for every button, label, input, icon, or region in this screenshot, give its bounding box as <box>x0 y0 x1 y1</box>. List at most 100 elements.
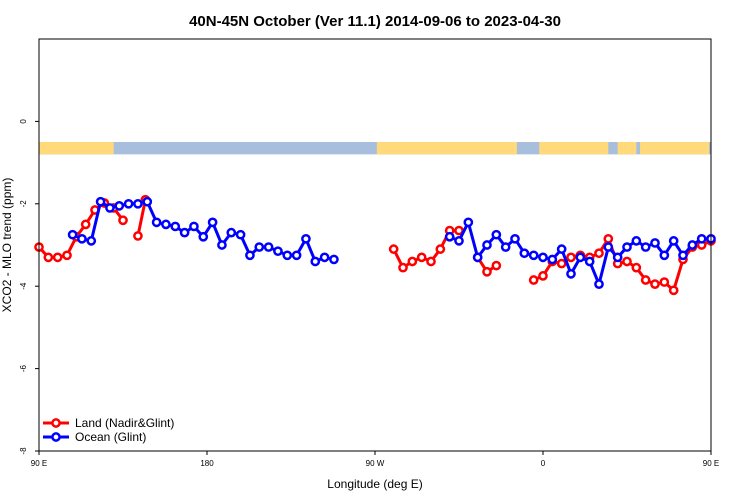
data-point <box>650 279 660 289</box>
data-point <box>105 203 115 213</box>
data-point <box>584 256 595 267</box>
data-point <box>668 285 679 296</box>
data-point <box>416 252 427 263</box>
data-point <box>528 250 539 261</box>
y-axis: 0 -2 -4 -6 -8 <box>19 119 39 455</box>
data-point <box>622 256 632 267</box>
legend: Land (Nadir&Glint)Ocean (Glint) <box>43 416 174 444</box>
legend-label: Ocean (Glint) <box>75 430 146 444</box>
data-point <box>594 248 604 259</box>
ocean-band <box>39 142 711 155</box>
data-point <box>696 233 707 244</box>
data-point <box>668 236 679 246</box>
land-span <box>376 142 517 155</box>
data-point <box>491 260 502 271</box>
data-point <box>123 198 134 209</box>
data-point <box>491 229 502 240</box>
data-point <box>170 221 181 232</box>
legend-label: Land (Nadir&Glint) <box>75 416 174 430</box>
data-point <box>198 231 209 242</box>
data-point <box>650 238 660 248</box>
data-point <box>510 233 520 244</box>
data-point <box>482 240 492 250</box>
data-point <box>472 252 483 263</box>
data-point <box>133 198 143 209</box>
data-point <box>235 229 246 240</box>
y-tick-label: 0 <box>19 119 28 124</box>
data-point <box>226 227 237 238</box>
data-point <box>407 256 418 267</box>
data-point <box>398 262 408 273</box>
data-point <box>556 244 567 254</box>
data-point <box>388 244 399 254</box>
x-axis-label: Longitude (deg E) <box>327 477 422 491</box>
data-point <box>678 250 688 261</box>
data-point <box>528 275 539 285</box>
data-point <box>603 233 614 244</box>
data-point <box>43 252 54 263</box>
land-span <box>39 142 114 155</box>
x-tick-label: 0 <box>541 459 546 468</box>
x-tick-label: 180 <box>200 459 214 468</box>
land-span <box>640 142 710 155</box>
data-point <box>519 248 530 259</box>
data-point <box>566 252 576 263</box>
data-point <box>161 219 171 230</box>
data-point <box>319 252 330 263</box>
data-point <box>329 254 339 265</box>
data-point <box>62 250 72 261</box>
data-point <box>217 240 227 250</box>
data-point <box>86 236 97 246</box>
data-point <box>538 271 548 281</box>
data-point <box>622 242 632 252</box>
data-point <box>556 258 567 269</box>
data-point <box>631 262 642 273</box>
legend-marker <box>51 432 61 442</box>
data-point <box>687 240 698 250</box>
chart-title: 40N-45N October (Ver 11.1) 2014-09-06 to… <box>189 13 561 30</box>
series-ocean <box>67 196 716 289</box>
y-tick-label: -4 <box>19 282 28 290</box>
data-point <box>301 233 311 244</box>
data-point <box>426 256 436 267</box>
data-point <box>179 227 190 238</box>
data-point <box>547 254 558 265</box>
data-point <box>659 250 670 261</box>
data-point <box>659 277 670 287</box>
data-point <box>118 215 128 226</box>
data-point <box>273 246 283 257</box>
data-point <box>500 242 511 252</box>
data-point <box>482 266 492 277</box>
data-point <box>566 268 576 279</box>
data-point <box>133 231 143 241</box>
x-tick-label: 90 E <box>703 459 719 468</box>
data-point <box>254 242 265 252</box>
data-point <box>310 256 321 267</box>
data-point <box>454 236 464 246</box>
y-tick-label: -2 <box>19 200 28 208</box>
series-layer <box>34 194 716 296</box>
data-point <box>207 217 218 228</box>
series-line <box>136 199 147 237</box>
data-point <box>114 201 125 211</box>
data-point <box>594 279 604 289</box>
data-point <box>538 252 548 263</box>
data-point <box>263 242 274 252</box>
land-span <box>539 142 609 155</box>
land-ocean-mask <box>39 142 711 155</box>
data-point <box>142 196 153 207</box>
land-span <box>617 142 637 155</box>
x-tick-label: 90 E <box>31 459 47 468</box>
data-point <box>612 252 623 263</box>
data-point <box>245 250 255 261</box>
x-axis: 90 E 180 90 W 0 90 E <box>31 451 719 468</box>
data-point <box>444 231 455 242</box>
data-point <box>435 244 446 254</box>
data-point <box>52 252 63 263</box>
data-point <box>603 242 614 252</box>
legend-marker <box>51 418 61 428</box>
data-point <box>67 229 78 240</box>
x-tick-label: 90 W <box>366 459 385 468</box>
data-point <box>463 217 474 228</box>
data-point <box>95 196 106 207</box>
